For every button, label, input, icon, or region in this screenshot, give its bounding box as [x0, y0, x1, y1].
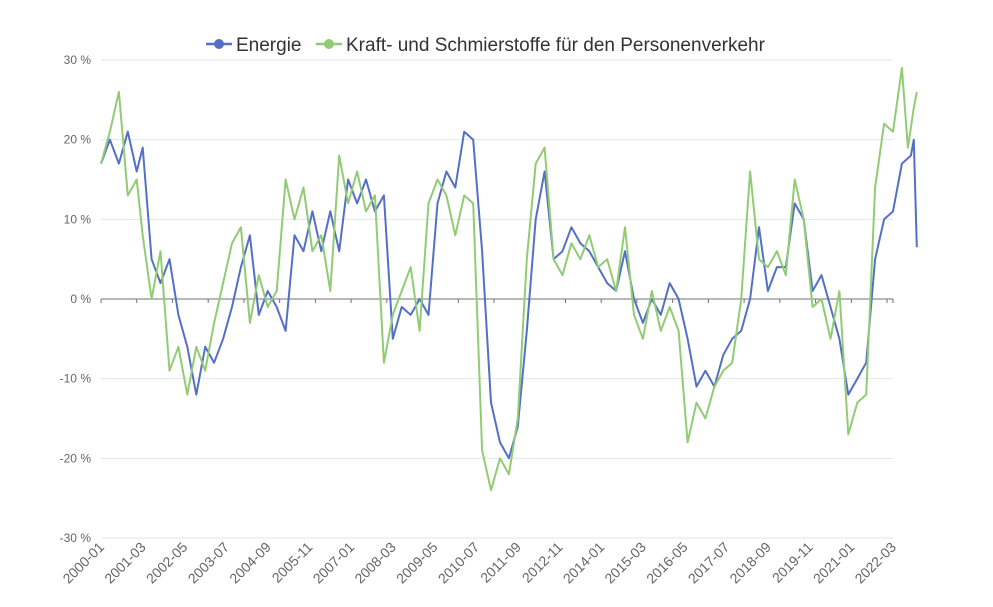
y-axis: 30 % 20 % 10 % 0 % -10 % -20 % -30 %	[60, 53, 92, 545]
y-tick-label: -10 %	[60, 372, 92, 386]
legend[interactable]: Energie Kraft- und Schmierstoffe für den …	[206, 35, 766, 56]
legend-item-energie[interactable]: Energie	[206, 35, 302, 56]
y-tick-label: -30 %	[60, 531, 92, 545]
x-tick-label: 2010-07	[435, 539, 483, 587]
legend-marker-icon	[324, 39, 334, 49]
x-tick-label: 2004-09	[226, 539, 274, 587]
series-line-kraftstoffe[interactable]	[100, 67, 918, 492]
x-tick-label: 2021-01	[810, 539, 858, 587]
y-tick-label: 30 %	[64, 53, 92, 67]
x-tick-label: 2015-03	[601, 539, 649, 587]
x-tick-label: 2008-03	[351, 539, 399, 587]
x-tick-label: 2012-11	[519, 539, 566, 586]
legend-label: Energie	[236, 35, 302, 56]
x-tick-label: 2002-05	[143, 539, 191, 587]
x-tick-label: 2007-01	[310, 539, 358, 587]
y-tick-label: 20 %	[64, 133, 92, 147]
x-tick-label: 2000-01	[59, 539, 107, 587]
legend-item-kraftstoffe[interactable]: Kraft- und Schmierstoffe für den Persone…	[316, 35, 766, 56]
x-tick-label: 2011-09	[477, 539, 524, 586]
series-layer	[100, 67, 918, 492]
legend-marker-icon	[214, 39, 224, 49]
y-tick-label: -20 %	[60, 451, 92, 465]
x-tick-label: 2005-11	[269, 539, 316, 586]
legend-label: Kraft- und Schmierstoffe für den Persone…	[346, 35, 766, 56]
y-tick-label: 10 %	[64, 212, 92, 226]
x-tick-label: 2001-03	[101, 539, 149, 587]
x-tick-label: 2022-03	[851, 539, 899, 587]
y-tick-label: 0 %	[70, 292, 91, 306]
x-tick-label: 2018-09	[726, 539, 774, 587]
x-tick-label: 2017-07	[685, 539, 733, 587]
x-tick-label: 2016-05	[643, 539, 691, 587]
x-tick-label: 2019-11	[769, 539, 816, 586]
x-tick-label: 2003-07	[185, 539, 233, 587]
x-tick-label: 2009-05	[393, 539, 441, 587]
x-tick-label: 2014-01	[560, 539, 608, 587]
